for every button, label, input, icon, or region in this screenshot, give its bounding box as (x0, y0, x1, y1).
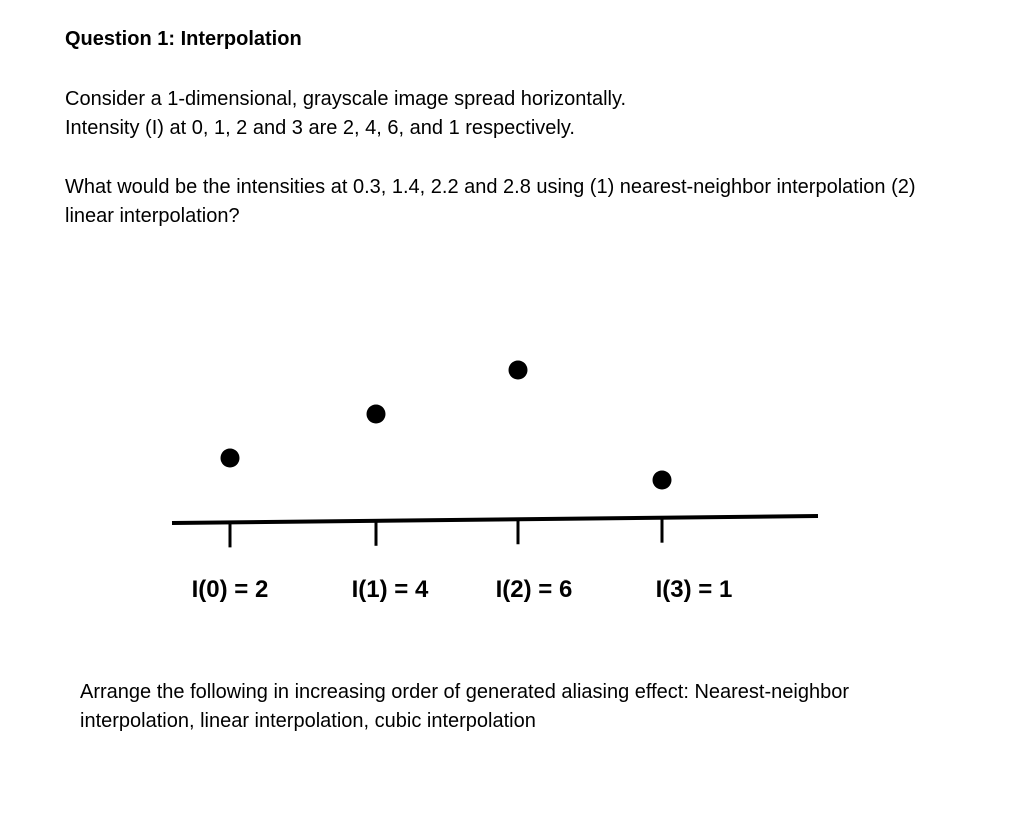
question-prompt: What would be the intensities at 0.3, 1.… (65, 173, 1015, 231)
intensity-point (366, 404, 386, 424)
axis-line (171, 514, 819, 525)
intensity-label: I(3) = 1 (656, 576, 733, 603)
intensity-label: I(0) = 2 (192, 576, 269, 603)
followup-question-line-2: interpolation, linear interpolation, cub… (80, 710, 536, 732)
followup-question-line-1: Arrange the following in increasing orde… (80, 681, 849, 703)
intensity-diagram: I(0) = 2 I(1) = 4 I(2) = 6 I(3) = 1 (171, 360, 819, 603)
intensity-point (220, 448, 240, 468)
question-prompt-line-1: What would be the intensities at 0.3, 1.… (65, 176, 916, 198)
intensity-point (508, 360, 528, 380)
intensity-point (652, 470, 672, 490)
problem-description-line-2: Intensity (I) at 0, 1, 2 and 3 are 2, 4,… (65, 117, 575, 139)
question-title: Question 1: Interpolation (65, 28, 302, 50)
question-prompt-line-2: linear interpolation? (65, 205, 240, 227)
intensity-label: I(2) = 6 (496, 576, 573, 603)
problem-description: Consider a 1-dimensional, grayscale imag… (65, 85, 1015, 143)
followup-question: Arrange the following in increasing orde… (80, 678, 980, 736)
intensity-label: I(1) = 4 (352, 576, 429, 603)
problem-description-line-1: Consider a 1-dimensional, grayscale imag… (65, 88, 627, 110)
